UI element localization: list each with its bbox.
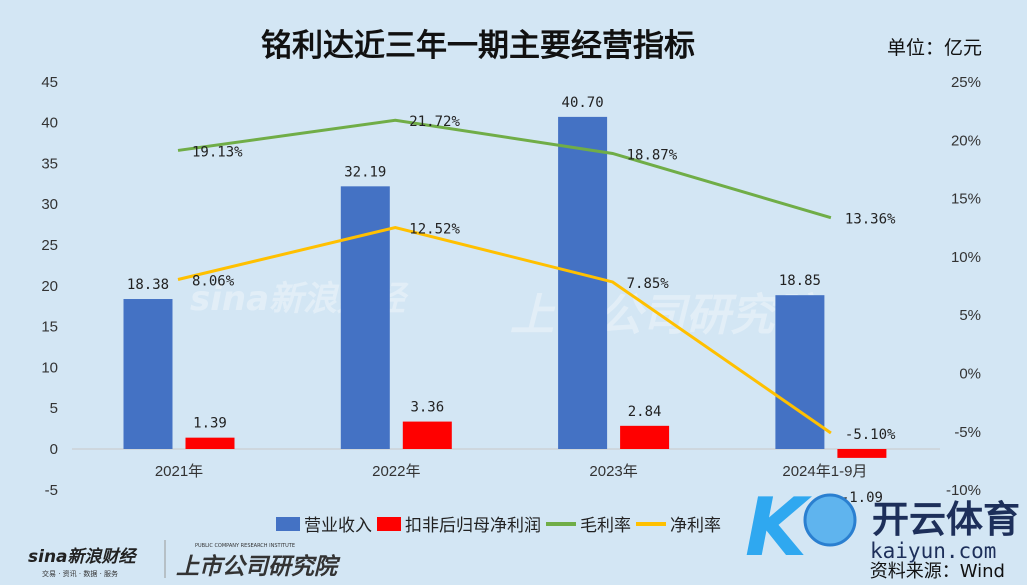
- chart-title: 铭利达近三年一期主要经营指标: [261, 28, 695, 64]
- bar-revenue: [123, 299, 173, 449]
- bar-data-label: 18.85: [779, 273, 821, 289]
- right-axis-tick: 25%: [951, 74, 981, 91]
- left-axis-tick: 45: [41, 74, 58, 91]
- line-data-label: -5.10%: [845, 427, 896, 443]
- kaiyun-url: kaiyun.com: [870, 539, 996, 563]
- right-axis-tick: 5%: [959, 307, 981, 324]
- line-gross-margin: [177, 118, 832, 220]
- bar-net-profit: [837, 449, 887, 458]
- left-axis-tick: 20: [41, 278, 58, 295]
- legend-swatch: [276, 517, 300, 531]
- left-axis-tick: 0: [50, 441, 58, 458]
- category-label: 2021年: [155, 463, 203, 480]
- right-axis-tick: 20%: [951, 132, 981, 149]
- left-axis-tick: 25: [41, 237, 58, 254]
- legend-swatch: [377, 517, 401, 531]
- bar-net-profit: [402, 421, 452, 449]
- bar-data-label: 32.19: [344, 164, 386, 180]
- left-axis-tick: 40: [41, 115, 58, 132]
- institute-en: PUBLIC COMPANY RESEARCH INSTITUTE: [195, 543, 295, 549]
- source-note: 资料来源：Wind: [870, 561, 1005, 582]
- line-data-label: 18.87%: [627, 147, 678, 163]
- line-data-label: 12.52%: [409, 222, 460, 238]
- bar-revenue: [558, 116, 608, 449]
- right-axis-tick: -5%: [954, 424, 981, 441]
- line-data-label: 21.72%: [409, 114, 460, 130]
- right-axis: -10% -5% 0% 5% 10% 15% 20% 25%: [946, 74, 981, 499]
- right-axis-tick: 0%: [959, 366, 981, 383]
- footer-logos: sina新浪财经 交易 · 资讯 · 数据 · 服务 PUBLIC COMPAN…: [28, 481, 1020, 582]
- line-net-margin: [177, 225, 832, 435]
- bar-revenue: [340, 186, 390, 450]
- line-data-label: 8.06%: [192, 274, 235, 290]
- bar-net-profit: [620, 425, 670, 449]
- kaiyun-ball-icon: [803, 493, 857, 547]
- bar-data-label: 3.36: [410, 400, 444, 416]
- bar-data-label: 2.84: [628, 404, 662, 420]
- institute-logo: 上市公司研究院: [176, 553, 341, 580]
- legend-item: 毛利率: [580, 516, 631, 536]
- kaiyun-k-logo: K: [745, 481, 812, 574]
- bar-net-profit: [185, 437, 235, 449]
- bar-data-label: 1.39: [193, 416, 227, 432]
- category-label: 2024年1-9月: [782, 463, 867, 480]
- category-label: 2022年: [372, 463, 420, 480]
- sina-logo: sina新浪财经: [28, 547, 138, 567]
- left-axis-tick: 30: [41, 196, 58, 213]
- legend-item: 扣非后归母净利润: [405, 516, 541, 536]
- left-axis-tick: -5: [45, 482, 58, 499]
- left-axis-tick: 35: [41, 155, 58, 172]
- lines: [177, 118, 832, 435]
- right-axis-tick: 15%: [951, 191, 981, 208]
- data-labels: 18.38 32.19 40.70 18.85 1.39 3.36 2.84 -1.09 19.…: [127, 95, 896, 506]
- left-axis-tick: 10: [41, 359, 58, 376]
- right-axis-tick: -10%: [946, 482, 981, 499]
- bar-data-label: 18.38: [127, 277, 169, 293]
- category-label: 2023年: [589, 463, 637, 480]
- bars: [123, 116, 887, 458]
- left-axis-tick: 5: [50, 400, 58, 417]
- watermark: sina新浪财经 上市公司研究院: [190, 279, 825, 341]
- left-axis: -5 0 5 10 15 20 25 30 35 40 45: [41, 74, 58, 499]
- legend: 营业收入 扣非后归母净利润 毛利率 净利率: [276, 516, 721, 536]
- kaiyun-logo: 开云体育: [872, 498, 1020, 541]
- sina-subtitle: 交易 · 资讯 · 数据 · 服务: [42, 569, 118, 578]
- bar-data-label: 40.70: [562, 95, 604, 111]
- line-data-label: 19.13%: [192, 144, 243, 160]
- legend-swatch: [546, 522, 576, 526]
- bar-data-label: -1.09: [841, 490, 883, 506]
- bar-revenue: [775, 295, 825, 449]
- left-axis-tick: 15: [41, 319, 58, 336]
- line-data-label: 7.85%: [627, 276, 670, 292]
- legend-item: 净利率: [670, 516, 721, 536]
- line-data-label: 13.36%: [845, 212, 896, 228]
- right-axis-tick: 10%: [951, 249, 981, 266]
- legend-item: 营业收入: [304, 516, 372, 536]
- unit-label: 单位：亿元: [887, 37, 982, 59]
- category-axis: 2021年 2022年 2023年 2024年1-9月: [155, 463, 868, 480]
- legend-swatch: [636, 522, 666, 526]
